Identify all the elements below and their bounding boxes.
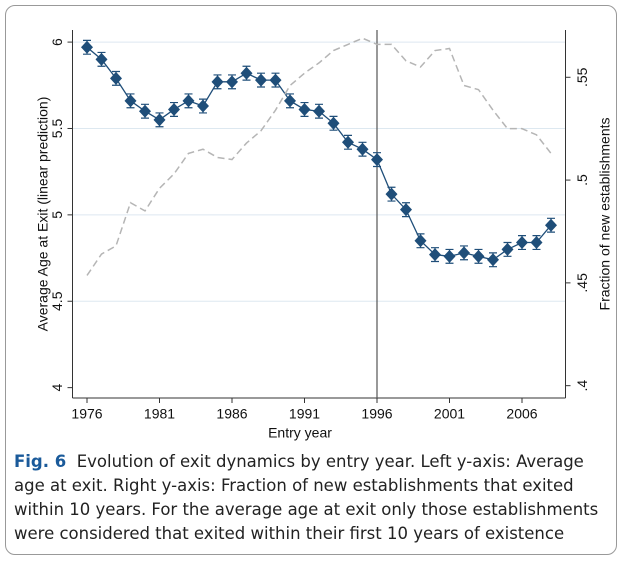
x-tick-label: 1976 bbox=[71, 406, 102, 422]
caption-label: Fig. 6 bbox=[14, 452, 67, 471]
marker bbox=[545, 218, 557, 232]
y-axis-label: Average Age at Exit (linear prediction) bbox=[35, 97, 51, 332]
chart: Entry year Average Age at Exit (linear p… bbox=[35, 30, 613, 441]
y-tick-label: 4 bbox=[49, 384, 65, 392]
y-tick-label: 5.5 bbox=[49, 119, 65, 139]
marker bbox=[298, 102, 311, 116]
y2-tick-label: .55 bbox=[574, 67, 590, 87]
marker bbox=[414, 234, 427, 248]
y2-tick-label: .45 bbox=[574, 273, 590, 293]
marker bbox=[342, 135, 354, 149]
marker bbox=[501, 242, 514, 256]
marker bbox=[168, 102, 180, 116]
marker bbox=[429, 248, 441, 262]
marker bbox=[95, 52, 108, 66]
y2-tick-label: .5 bbox=[574, 174, 590, 186]
x-tick-label: 1986 bbox=[216, 406, 247, 422]
marker bbox=[400, 203, 412, 217]
y-tick-label: 5 bbox=[49, 211, 65, 219]
figure-frame bbox=[5, 5, 617, 555]
marker bbox=[240, 66, 253, 80]
y-tick-label: 6 bbox=[49, 38, 65, 46]
y-tick-label: 4.5 bbox=[49, 291, 65, 311]
marker bbox=[269, 73, 282, 87]
marker bbox=[472, 249, 485, 263]
caption-text: Evolution of exit dynamics by entry year… bbox=[14, 452, 599, 543]
marker bbox=[487, 253, 499, 267]
x-tick-label: 1981 bbox=[144, 406, 175, 422]
marker bbox=[110, 71, 122, 85]
marker bbox=[385, 187, 398, 201]
marker bbox=[443, 249, 456, 263]
marker bbox=[81, 40, 93, 54]
marker bbox=[226, 75, 238, 89]
dashed-line bbox=[86, 37, 552, 276]
x-tick-label: 1996 bbox=[361, 406, 392, 422]
y2-axis-label: Fraction of new establishments bbox=[597, 118, 613, 311]
series-line bbox=[86, 46, 552, 261]
marker bbox=[530, 236, 543, 250]
marker bbox=[211, 75, 224, 89]
marker bbox=[458, 246, 470, 260]
marker bbox=[516, 236, 528, 250]
x-tick-label: 1991 bbox=[289, 406, 320, 422]
marker bbox=[327, 116, 340, 130]
y2-tick-label: .4 bbox=[574, 380, 590, 392]
marker bbox=[371, 153, 383, 167]
x-axis-label: Entry year bbox=[268, 425, 332, 441]
marker bbox=[255, 73, 267, 87]
marker bbox=[284, 94, 296, 108]
marker bbox=[313, 104, 325, 118]
caption: Fig. 6 Evolution of exit dynamics by ent… bbox=[14, 450, 610, 546]
marker bbox=[124, 94, 137, 108]
marker bbox=[182, 94, 195, 108]
marker bbox=[153, 113, 166, 127]
x-tick-label: 2001 bbox=[434, 406, 465, 422]
marker bbox=[197, 99, 209, 113]
marker bbox=[356, 142, 369, 156]
marker bbox=[139, 104, 151, 118]
x-tick-label: 2006 bbox=[506, 406, 537, 422]
